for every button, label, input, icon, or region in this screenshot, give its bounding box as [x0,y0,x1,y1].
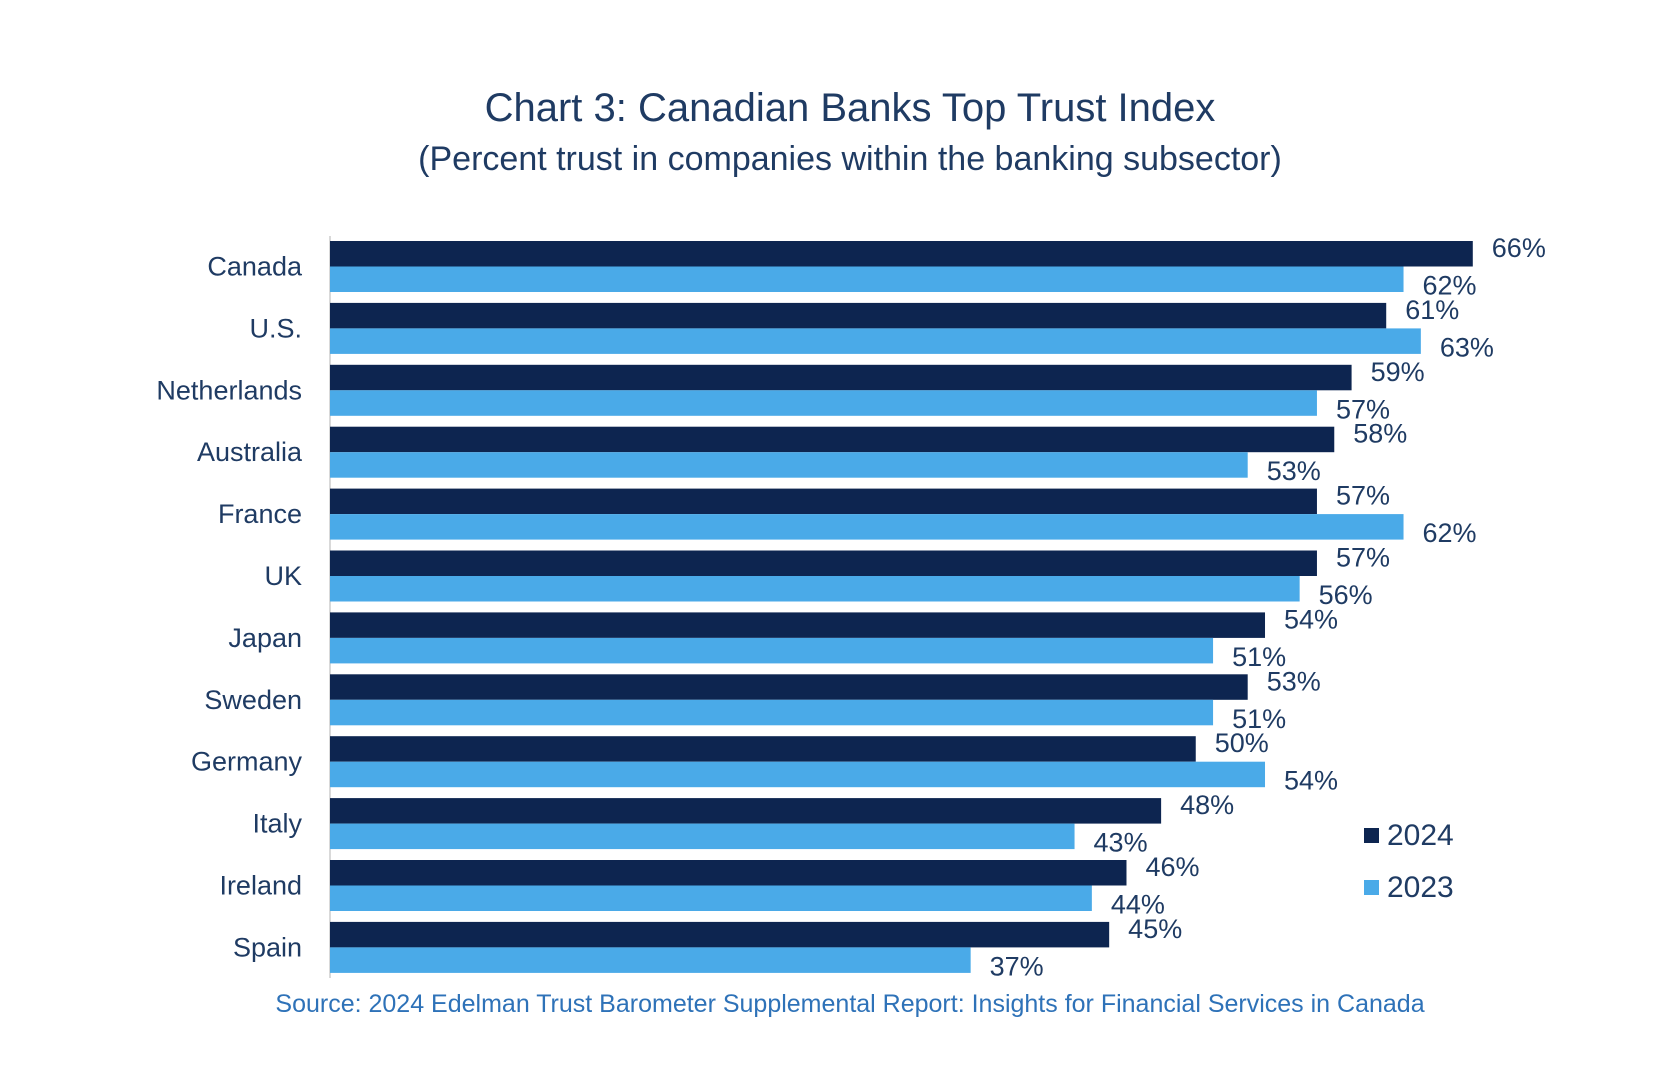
bar-2024-netherlands [330,364,1352,391]
bar-2024-sweden [330,674,1248,700]
value-label-2023-france: 62% [1423,518,1477,548]
bar-2024-germany [330,736,1196,762]
value-label-2023-uk: 56% [1319,580,1373,610]
bar-2023-france [330,514,1404,540]
bar-2023-spain [330,947,971,973]
bar-2023-australia [330,452,1248,478]
value-label-2024-canada: 66% [1492,233,1546,263]
value-label-2023-australia: 53% [1267,456,1321,486]
bar-2024-france [330,488,1317,515]
bar-2024-japan [330,612,1266,638]
value-label-2023-netherlands: 57% [1336,394,1390,424]
value-label-2023-germany: 54% [1284,766,1338,796]
value-label-2023-spain: 37% [990,951,1044,981]
category-label-japan: Japan [228,623,302,653]
category-label-sweden: Sweden [204,685,302,715]
chart-title: Chart 3: Canadian Banks Top Trust Index [484,86,1216,130]
bar-2024-uk [330,550,1317,576]
bar-2024-spain [330,921,1110,948]
legend-swatch-2023 [1364,880,1379,895]
category-label-germany: Germany [191,747,303,777]
bar-2023-uk [330,576,1300,602]
legend-swatch-2024 [1364,828,1379,843]
value-labels: 66%62%61%63%59%57%58%53%57%62%57%56%54%5… [990,233,1546,981]
category-label-australia: Australia [197,437,303,467]
bar-2024-canada [330,241,1473,267]
bar-2023-canada [330,266,1404,292]
value-label-2024-germany: 50% [1215,728,1269,758]
value-label-2024-u-s: 61% [1405,295,1459,325]
bar-2024-australia [330,426,1335,453]
category-label-ireland: Ireland [219,871,302,901]
value-label-2024-sweden: 53% [1267,666,1321,696]
value-label-2023-u-s: 63% [1440,332,1494,362]
value-label-2023-italy: 43% [1094,828,1148,858]
category-label-netherlands: Netherlands [156,375,302,405]
bar-2023-italy [330,823,1075,850]
legend: 2024 2023 [1364,819,1454,904]
bar-2023-ireland [330,885,1092,911]
bar-2023-netherlands [330,390,1317,416]
value-label-2024-uk: 57% [1336,543,1390,573]
legend-label-2023: 2023 [1387,871,1454,904]
chart-subtitle: (Percent trust in companies within the b… [418,140,1282,178]
category-label-uk: UK [264,561,302,591]
value-label-2024-ireland: 46% [1145,852,1199,882]
category-label-italy: Italy [252,809,302,839]
value-label-2023-canada: 62% [1423,271,1477,301]
category-label-canada: Canada [207,252,303,282]
value-label-2024-spain: 45% [1128,914,1182,944]
legend-label-2024: 2024 [1387,819,1454,852]
bar-2024-ireland [330,860,1127,886]
category-label-spain: Spain [233,932,302,962]
bar-2023-u-s [330,328,1421,354]
bar-2023-japan [330,637,1214,664]
category-label-france: France [218,499,302,529]
value-label-2024-japan: 54% [1284,604,1338,634]
value-label-2024-netherlands: 59% [1371,357,1425,387]
bars [330,241,1473,973]
value-label-2024-italy: 48% [1180,790,1234,820]
value-label-2023-japan: 51% [1232,642,1286,672]
bar-2024-italy [330,798,1162,824]
source-note: Source: 2024 Edelman Trust Barometer Sup… [275,990,1425,1018]
category-labels: Canada U.S. Netherlands Australia France UK Ja… [156,252,303,963]
bar-2024-u-s [330,302,1387,329]
value-label-2023-sweden: 51% [1232,704,1286,734]
bar-2023-germany [330,761,1266,788]
value-label-2024-australia: 58% [1353,419,1407,449]
value-label-2023-ireland: 44% [1111,890,1165,920]
category-label-u-s: U.S. [249,313,302,343]
value-label-2024-france: 57% [1336,481,1390,511]
bar-2023-sweden [330,699,1214,726]
